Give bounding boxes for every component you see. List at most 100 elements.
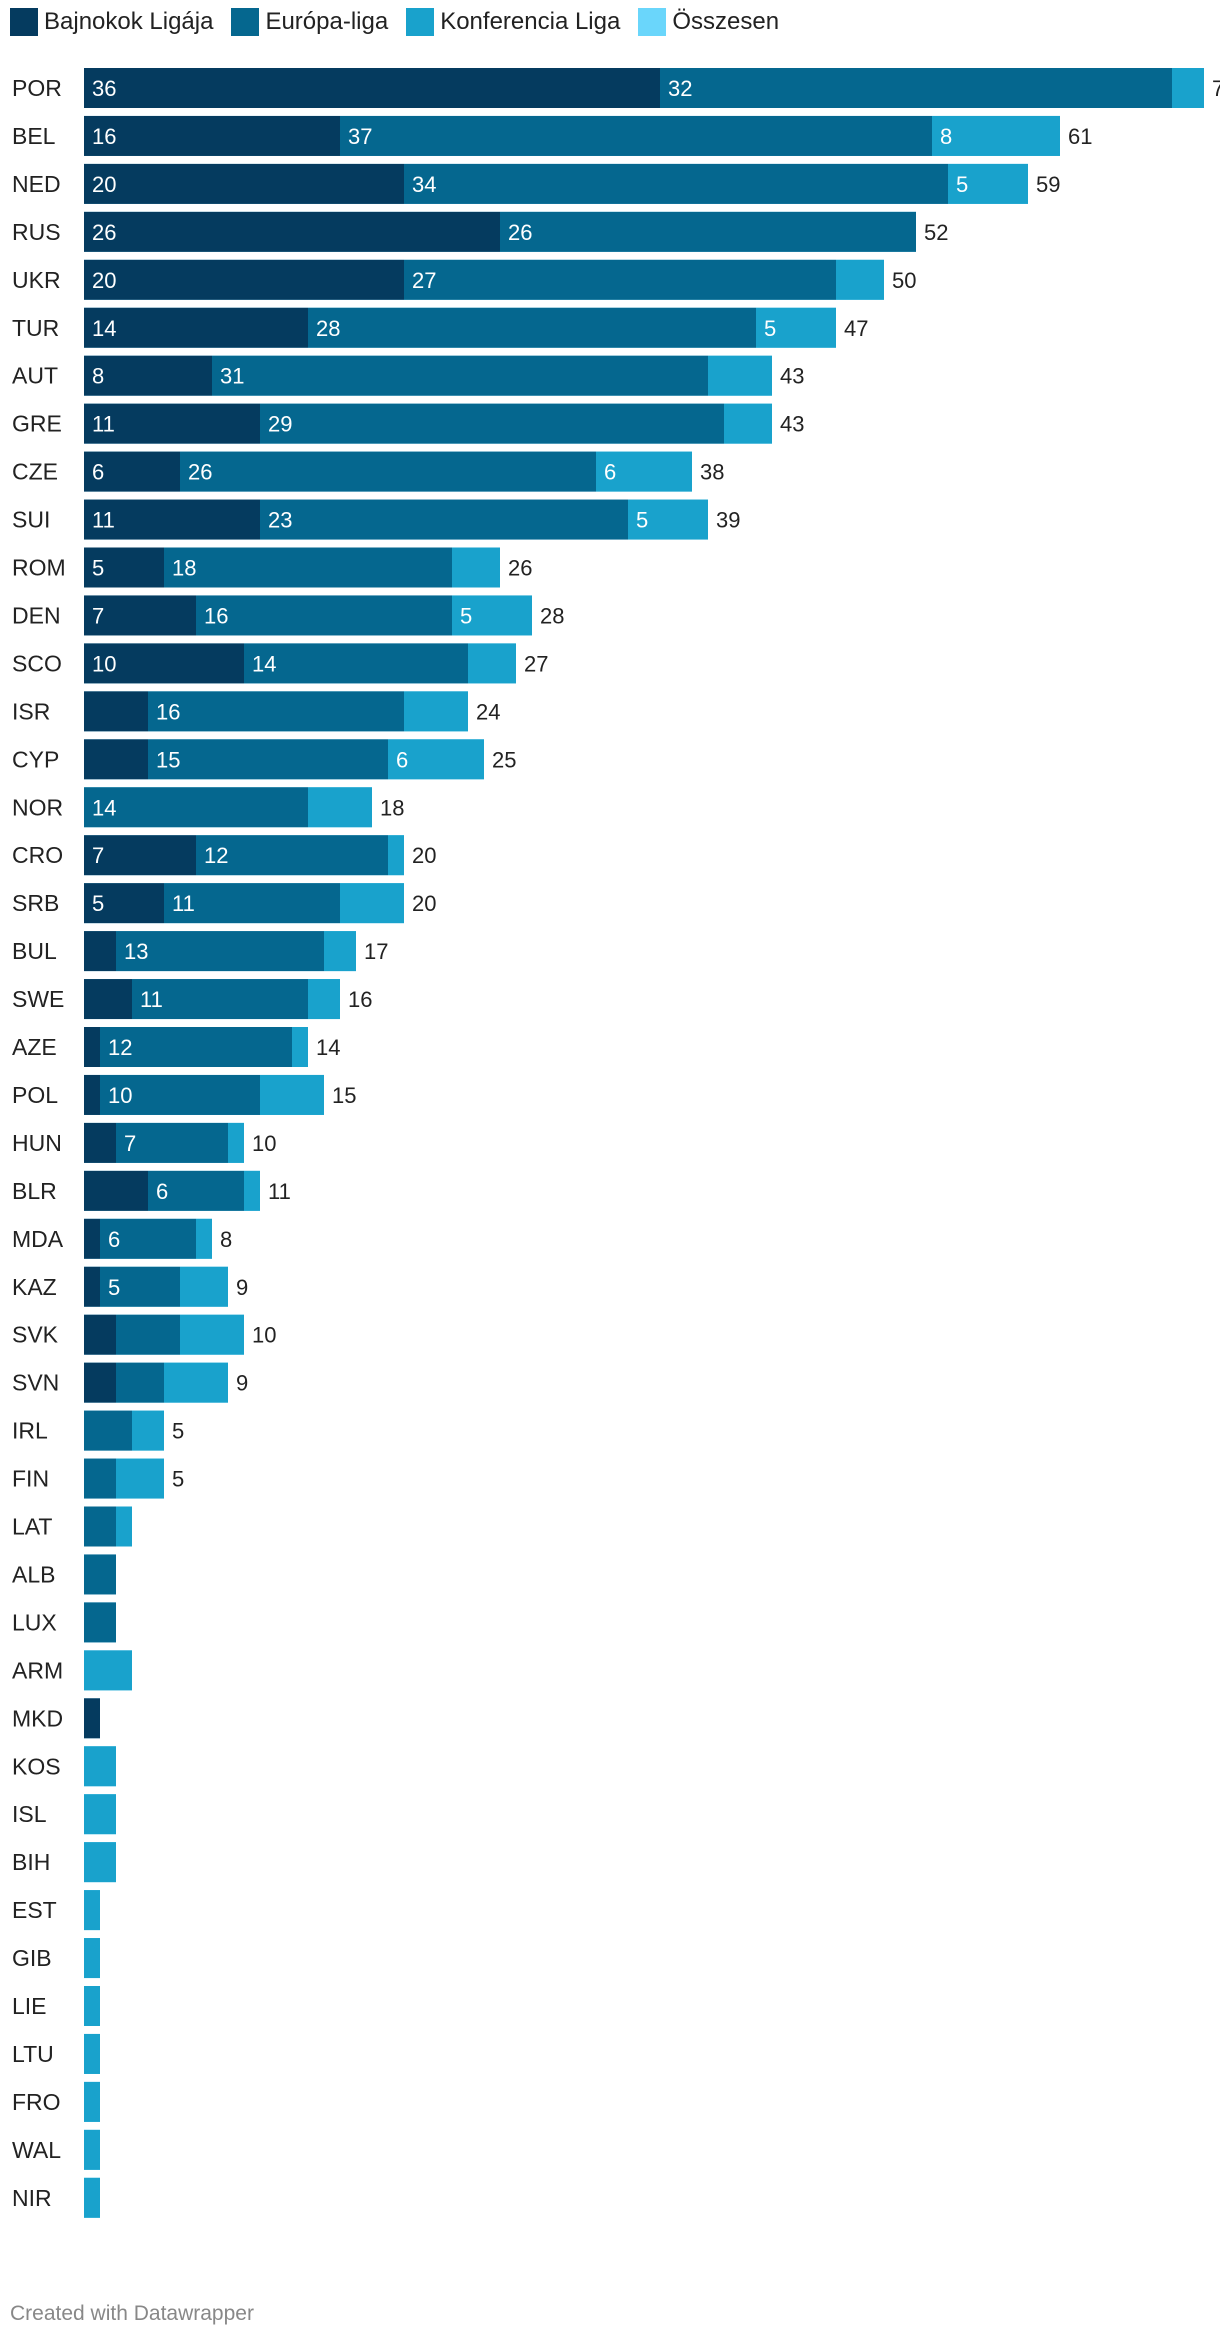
- bar-champions-league: [84, 643, 244, 684]
- category-label: LIE: [12, 1993, 47, 2019]
- value-label: 16: [204, 603, 228, 628]
- footer-credit: Created with Datawrapper: [10, 2302, 254, 2325]
- bar-champions-league: [84, 931, 116, 972]
- bar-row: MDA 6 8: [12, 1218, 232, 1259]
- bar-europa-league: [196, 835, 388, 876]
- value-label: 10: [252, 1131, 276, 1156]
- bar-conference-league: [932, 115, 1060, 156]
- value-label: 20: [92, 172, 116, 197]
- bar-row: TUR 14 28 5 47: [12, 307, 868, 348]
- legend-item-champions-league: Bajnokok Ligája: [10, 8, 213, 36]
- bar-europa-league: [132, 979, 308, 1020]
- bar-champions-league: [84, 68, 660, 108]
- value-label: 31: [220, 364, 244, 389]
- value-label: 11: [268, 1179, 291, 1204]
- category-label: CYP: [12, 746, 59, 772]
- bar-europa-league: [148, 1170, 244, 1211]
- value-label: 24: [476, 699, 500, 724]
- value-label: 26: [508, 556, 532, 581]
- value-label: 18: [172, 556, 196, 581]
- bar-row: KAZ 5 9: [12, 1266, 248, 1307]
- bar-champions-league: [84, 259, 404, 300]
- category-label: GIB: [12, 1945, 52, 1971]
- bar-conference-league: [756, 307, 836, 348]
- bar-row: LIE: [12, 1986, 100, 2026]
- value-label: 5: [92, 891, 104, 916]
- category-label: SCO: [12, 650, 62, 676]
- bar-europa-league: [196, 595, 452, 636]
- value-label: 5: [460, 603, 472, 628]
- bar-europa-league: [84, 1602, 116, 1643]
- value-label: 29: [268, 412, 292, 437]
- value-label: 6: [92, 460, 104, 485]
- category-label: SUI: [12, 507, 50, 533]
- value-label: 5: [172, 1419, 184, 1444]
- value-label: 10: [92, 651, 116, 676]
- value-label: 47: [844, 316, 868, 341]
- bar-row: AZE 12 14: [12, 1027, 340, 1067]
- value-label: 8: [940, 124, 952, 149]
- value-label: 20: [412, 891, 436, 916]
- value-label: 13: [124, 939, 148, 964]
- bar-europa-league: [116, 1122, 228, 1163]
- value-label: 26: [188, 460, 212, 485]
- bar-conference-league: [84, 1890, 100, 1931]
- value-label: 6: [604, 460, 616, 485]
- value-label: 26: [92, 220, 116, 245]
- value-label: 7: [92, 843, 104, 868]
- legend-label: Európa-liga: [265, 8, 389, 35]
- category-label: KAZ: [12, 1274, 57, 1300]
- value-label: 16: [92, 124, 116, 149]
- bar-row: NED 20 34 5 59: [12, 163, 1060, 204]
- category-label: EST: [12, 1897, 57, 1923]
- bar-conference-league: [84, 1794, 116, 1835]
- category-label: FRO: [12, 2089, 61, 2115]
- bar-europa-league: [244, 643, 468, 684]
- bar-row: SWE 11 16: [12, 979, 372, 1020]
- bar-row: NOR 14 18: [12, 787, 404, 828]
- category-label: NED: [12, 171, 61, 197]
- bar-row: BEL 16 37 8 61: [12, 115, 1092, 156]
- bar-conference-league: [84, 1986, 100, 2026]
- legend-label: Összesen: [672, 8, 780, 35]
- bar-conference-league: [196, 1218, 212, 1259]
- bar-chart: POR363270BEL1637861NED2034559RUS262652UK…: [12, 68, 1220, 2218]
- bar-champions-league: [84, 595, 196, 636]
- category-label: UKR: [12, 267, 61, 293]
- value-label: 14: [92, 316, 116, 341]
- bar-row: GIB: [12, 1938, 100, 1979]
- category-label: LUX: [12, 1609, 57, 1635]
- category-label: SRB: [12, 890, 59, 916]
- category-label: LTU: [12, 2041, 54, 2067]
- bar-row: MKD: [12, 1698, 100, 1739]
- bar-conference-league: [452, 595, 532, 636]
- bar-conference-league: [244, 1170, 260, 1211]
- bar-row: SUI 11 23 5 39: [12, 499, 740, 540]
- category-label: NIR: [12, 2185, 52, 2211]
- bar-conference-league: [260, 1074, 324, 1115]
- bar-conference-league: [180, 1314, 244, 1355]
- bar-conference-league: [116, 1458, 164, 1499]
- bar-champions-league: [84, 211, 500, 252]
- category-label: BLR: [12, 1178, 57, 1204]
- bar-row: ISL: [12, 1794, 116, 1835]
- legend-label: Bajnokok Ligája: [44, 8, 214, 35]
- value-label: 52: [924, 220, 948, 245]
- bar-champions-league: [84, 979, 132, 1020]
- bar-row: ALB: [12, 1554, 116, 1595]
- bar-conference-league: [84, 1842, 116, 1883]
- value-label: 27: [412, 268, 436, 293]
- bar-europa-league: [164, 547, 452, 588]
- legend-swatch: [231, 8, 260, 36]
- bar-row: AUT 8 31 43: [12, 355, 804, 396]
- bar-champions-league: [84, 355, 212, 396]
- value-label: 15: [156, 747, 180, 772]
- bar-row: CRO 7 12 20: [12, 835, 436, 876]
- value-label: 70: [1212, 76, 1220, 101]
- value-label: 18: [380, 795, 404, 820]
- bar-row: BUL 13 17: [12, 931, 388, 972]
- bar-row: GRE 11 29 43: [12, 403, 804, 444]
- value-label: 34: [412, 172, 436, 197]
- category-label: ALB: [12, 1561, 55, 1587]
- bar-row: CYP 15 6 25: [12, 739, 516, 780]
